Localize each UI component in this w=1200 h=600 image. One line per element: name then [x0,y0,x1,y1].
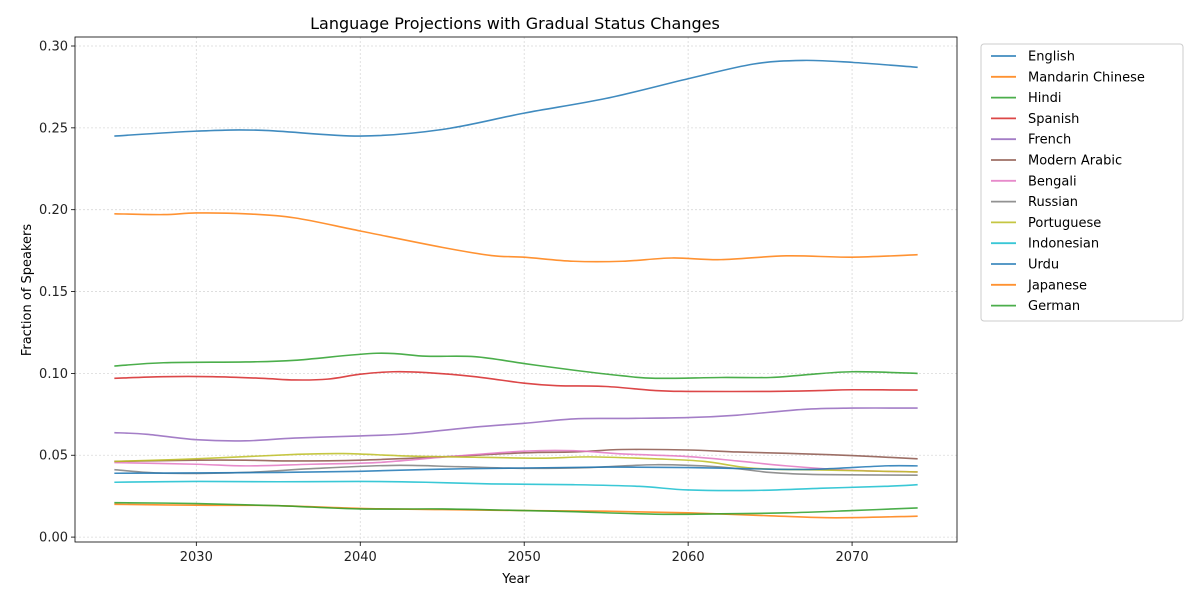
legend-label-spanish: Spanish [1028,112,1079,127]
y-tick-label: 0.10 [39,367,68,382]
series-line-bengali [114,449,918,473]
legend-label-russian: Russian [1028,195,1078,210]
legend-label-urdu: Urdu [1028,258,1059,273]
legend-label-bengali: Bengali [1028,174,1077,189]
x-axis: 2030 2040 2050 2060 2070 [180,542,869,565]
x-tick-label: 2050 [508,550,541,565]
series-line-french [114,407,918,442]
legend-label-french: French [1028,133,1071,148]
y-axis: 0.00 0.05 0.10 0.15 0.20 0.25 0.30 [39,40,75,546]
legend-label-mandarin-chinese: Mandarin Chinese [1028,70,1145,85]
legend-label-german: German [1028,299,1080,314]
x-tick-label: 2040 [344,550,377,565]
x-axis-label: Year [501,572,530,587]
series-lines [114,59,918,519]
plot-area-frame [74,36,958,543]
series-line-modern-arabic [114,448,918,463]
y-tick-label: 0.15 [39,285,68,300]
legend-label-english: English [1028,50,1075,65]
series-line-english [114,59,918,137]
legend: English Mandarin Chinese Hindi Spanish Frenc… [980,43,1184,322]
series-line-mandarin-chinese [114,212,918,263]
legend-label-hindi: Hindi [1028,91,1062,106]
y-axis-label: Fraction of Speakers [20,224,35,357]
series-line-german [114,501,918,516]
legend-box [980,43,1184,322]
y-tick-label: 0.25 [39,121,68,136]
series-line-hindi [114,352,918,380]
y-tick-label: 0.00 [39,531,68,546]
series-line-indonesian [114,480,918,492]
x-tick-label: 2060 [672,550,705,565]
series-line-urdu [114,464,918,475]
legend-label-indonesian: Indonesian [1028,237,1099,252]
series-line-spanish [114,370,918,393]
y-tick-label: 0.05 [39,449,68,464]
legend-label-modern-arabic: Modern Arabic [1028,154,1122,169]
x-tick-label: 2070 [836,550,869,565]
grid [75,37,957,542]
y-tick-label: 0.20 [39,203,68,218]
x-tick-label: 2030 [180,550,213,565]
legend-label-japanese: Japanese [1027,278,1087,293]
chart-title: Language Projections with Gradual Status… [310,14,720,33]
legend-label-portuguese: Portuguese [1028,216,1101,231]
y-tick-label: 0.30 [39,40,68,55]
